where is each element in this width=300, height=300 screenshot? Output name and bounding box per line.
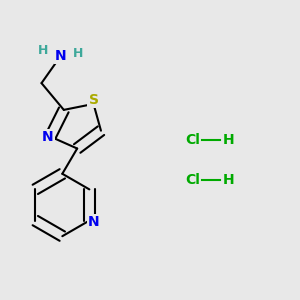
Text: N: N: [42, 130, 54, 144]
Text: N: N: [55, 50, 67, 63]
Text: H: H: [223, 173, 234, 187]
Text: S: S: [88, 93, 98, 107]
Text: Cl: Cl: [186, 133, 200, 147]
Text: Cl: Cl: [186, 173, 200, 187]
Text: N: N: [88, 215, 100, 229]
Text: H: H: [38, 44, 48, 57]
Text: H: H: [73, 47, 83, 60]
Text: H: H: [223, 133, 234, 147]
